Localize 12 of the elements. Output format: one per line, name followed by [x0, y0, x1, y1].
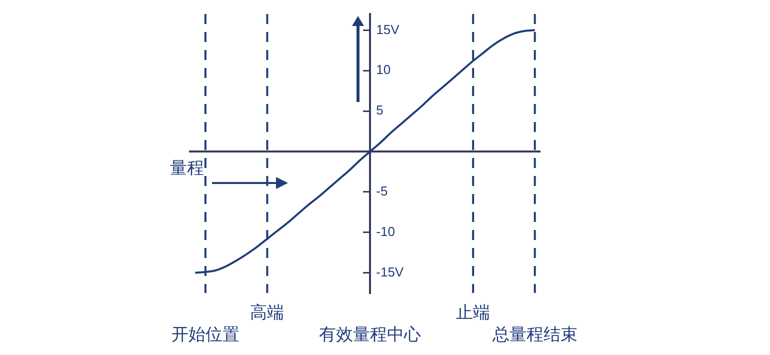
y-tick-label: 10: [376, 62, 391, 78]
x-tick-label: 止端: [456, 303, 490, 322]
y-tick-label: -5: [376, 183, 388, 198]
x-tick-label: 开始位置: [171, 325, 240, 344]
x-tick-label: 高端: [250, 303, 284, 322]
y-tick-label: -10: [376, 224, 395, 239]
x-tick-label: 有效量程中心: [319, 325, 422, 344]
y-tick-label: 5: [376, 102, 384, 118]
annotation: 量程: [170, 158, 204, 178]
y-tick-label: -15V: [376, 264, 404, 280]
y-tick-label: 15V: [376, 22, 400, 37]
x-tick-label: 总量程结束: [491, 325, 578, 344]
